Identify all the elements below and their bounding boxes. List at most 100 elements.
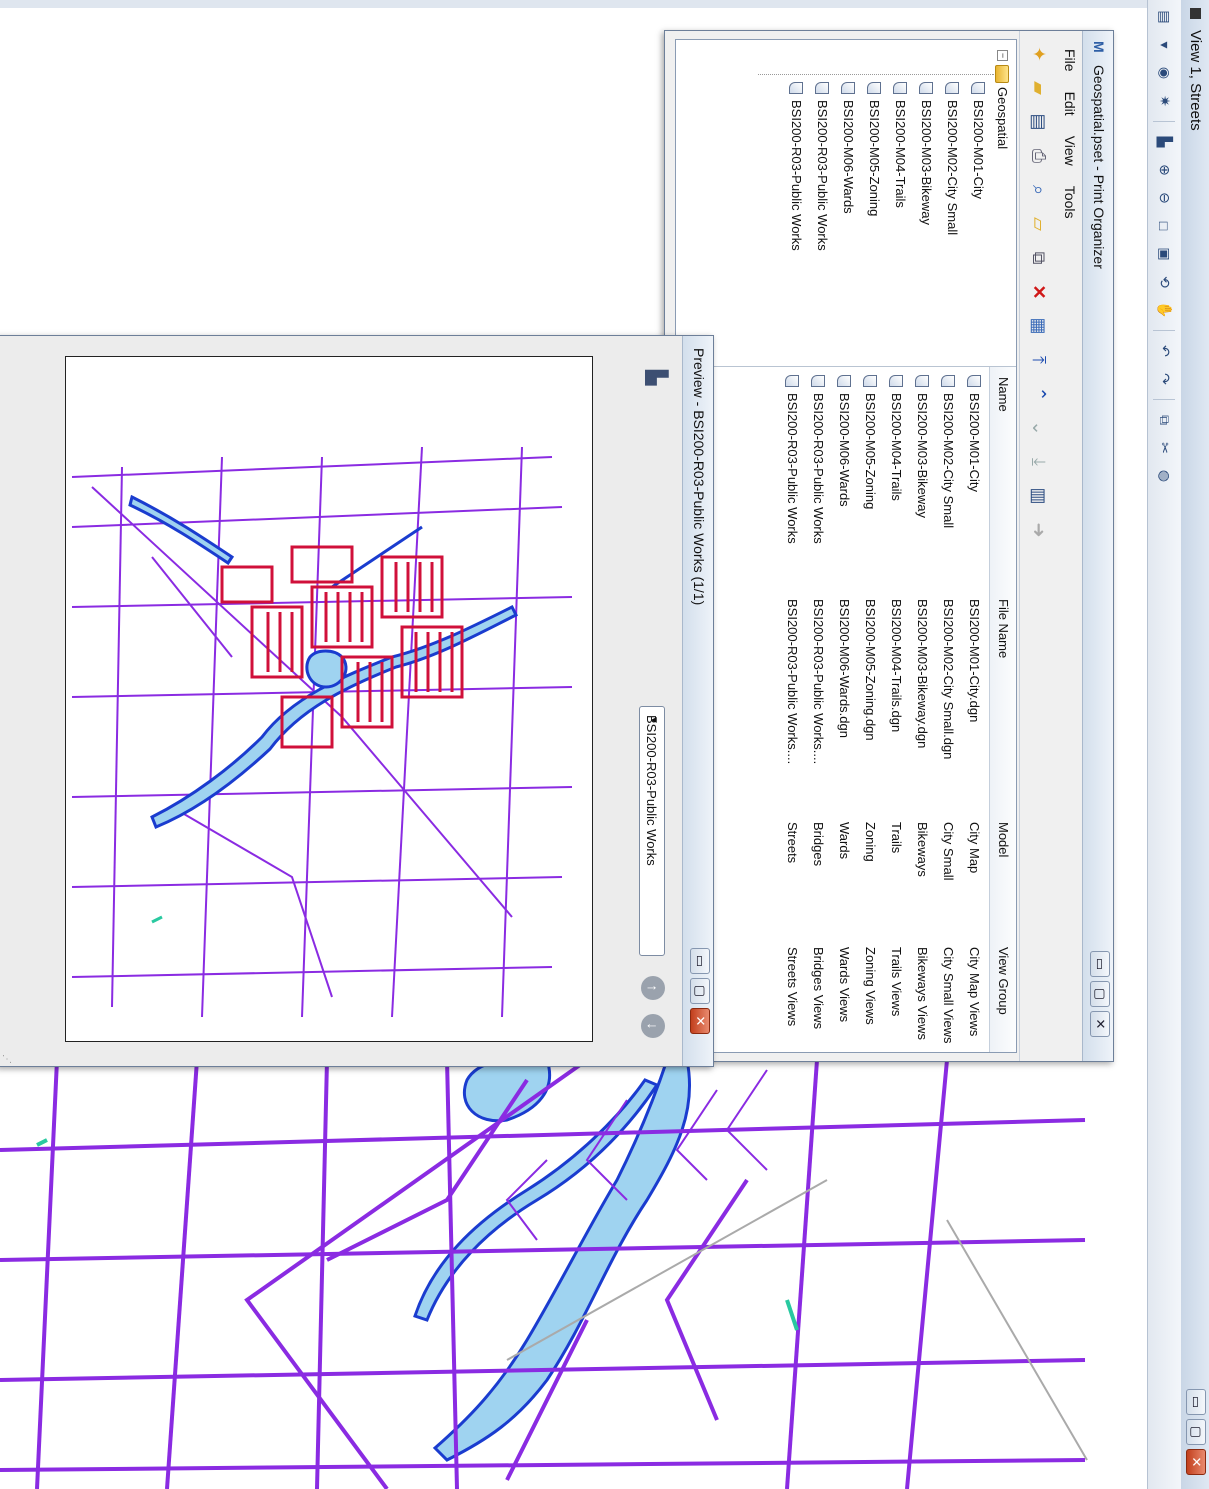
export-icon[interactable]: ➜ — [1029, 522, 1049, 538]
copy-view-icon[interactable]: ⧉ — [1157, 415, 1173, 425]
rotate-view-icon[interactable]: ⟲ — [1157, 276, 1173, 288]
move-down-icon[interactable]: ⌄ — [1029, 420, 1049, 436]
table-row[interactable]: BSI200-M04-Trails BSI200-M04-Trails.dgn … — [884, 367, 908, 1052]
pan-view-icon[interactable]: ✋ — [1157, 301, 1173, 319]
tree-item-label: BSI200-R03-Public Works — [789, 100, 804, 251]
tree-item-label: BSI200-M01-City — [971, 100, 986, 199]
menu-view[interactable]: View — [1062, 135, 1078, 166]
view-groups-icon[interactable]: ▤ — [1157, 10, 1173, 24]
view-title-bar[interactable]: View 1, Streets ▭ ▢ ✕ — [1180, 0, 1209, 1489]
open-folder-icon[interactable]: ▰ — [1029, 81, 1049, 95]
update-view-icon[interactable]: ✷ — [1157, 95, 1173, 107]
tree-item[interactable]: BSI200-M02-City Small — [945, 82, 960, 235]
show-details-icon[interactable]: ▥ — [1029, 487, 1049, 505]
col-header-file-name[interactable]: File Name — [996, 599, 1011, 659]
map-canvas[interactable] — [0, 0, 1147, 1489]
cell-view-group: Wards Views — [837, 947, 852, 1023]
list-header: Name File Name Model View Group — [989, 367, 1016, 1052]
collapse-icon[interactable]: − — [997, 50, 1008, 61]
display-style-icon[interactable]: ◉ — [1157, 66, 1173, 80]
previous-sheet-icon[interactable]: ↑ — [641, 976, 665, 1000]
road — [664, 1178, 749, 1421]
menu-edit[interactable]: Edit — [1062, 91, 1078, 116]
fit-view-icon[interactable]: ▣ — [1157, 247, 1173, 261]
tree-item[interactable]: BSI200-M01-City — [971, 82, 986, 199]
street — [725, 1069, 768, 1171]
zoom-in-icon[interactable]: ⊕ — [1157, 164, 1173, 176]
tree-item[interactable]: BSI200-M04-Trails — [893, 82, 908, 208]
menu-tools[interactable]: Tools — [1062, 185, 1078, 219]
table-row[interactable]: BSI200-M01-City BSI200-M01-City.dgn City… — [962, 367, 986, 1052]
properties-icon[interactable]: ▦ — [1029, 317, 1049, 335]
view-minimize-button[interactable]: ▭ — [1186, 1389, 1206, 1415]
col-header-model[interactable]: Model — [996, 822, 1011, 858]
table-row[interactable]: BSI200-R03-Public Works BSI200-R03-Publi… — [780, 367, 804, 1052]
table-row[interactable]: BSI200-M03-Bikeway BSI200-M03-Bikeway.dg… — [910, 367, 934, 1052]
move-bottom-icon[interactable]: ⤓ — [1029, 458, 1049, 466]
save-icon[interactable]: ▤ — [1029, 113, 1049, 131]
table-row[interactable]: BSI200-R03-Public Works BSI200-R03-Publi… — [806, 367, 830, 1052]
tree-item[interactable]: BSI200-R03-Public Works — [815, 82, 830, 251]
next-sheet-icon[interactable]: ↓ — [641, 1014, 665, 1038]
tree-item[interactable]: BSI200-M05-Zoning — [867, 82, 882, 216]
preview-water — [128, 494, 519, 829]
sheet-select[interactable]: BSI200-R03-Public Works ▼ — [639, 706, 665, 956]
preview-map — [71, 446, 573, 1018]
sheet-icon — [841, 82, 856, 94]
print-organizer-app-icon: M — [1091, 41, 1107, 53]
preview-title-bar[interactable]: Preview - BSI200-R03-Public Works (1/1) … — [682, 336, 713, 1066]
print-icon[interactable]: ▙ — [645, 370, 667, 386]
parcel-block — [380, 555, 444, 619]
road — [501, 446, 523, 1018]
print-organizer-toolbar: ✦ ▰ ▤ ⎙ ⌕ ▱ ⧉ ✕ ▦ ⤒ ⌃ ⌄ ⤓ ▥ ➜ — [1019, 31, 1057, 1061]
resize-grip-icon[interactable]: ⋰ — [1, 1054, 12, 1064]
preview-icon[interactable]: ⌕ — [1029, 184, 1049, 196]
print-icon[interactable]: ▙ — [1157, 136, 1173, 148]
window-area-icon[interactable]: □ — [1156, 221, 1173, 231]
add-folder-icon[interactable]: ▱ — [1029, 217, 1049, 231]
delete-icon[interactable]: ✕ — [1029, 284, 1049, 300]
new-print-set-icon[interactable]: ✦ — [1029, 46, 1049, 62]
clip-volume-icon[interactable]: ✂ — [1157, 442, 1173, 454]
preview-minimize-button[interactable]: ▭ — [690, 948, 710, 974]
menu-file[interactable]: File — [1062, 49, 1078, 72]
camera-icon[interactable]: ◍ — [1157, 469, 1173, 483]
utility-lines — [506, 1179, 1088, 1461]
view-maximize-button[interactable]: ▢ — [1186, 1419, 1206, 1445]
po-close-button[interactable]: ✕ — [1090, 1011, 1110, 1037]
print-icon[interactable]: ⎙ — [1029, 148, 1049, 164]
tree-item[interactable]: BSI200-R03-Public Works — [789, 82, 804, 251]
view-close-button[interactable]: ✕ — [1186, 1449, 1206, 1475]
add-files-icon[interactable]: ⧉ — [1029, 251, 1049, 265]
sheet-icon — [893, 82, 908, 94]
tree-item[interactable]: BSI200-M06-Wards — [841, 82, 856, 214]
print-organizer-title-bar[interactable]: M Geospatial.pset - Print Organizer ▭ ▢ … — [1082, 31, 1113, 1061]
move-top-icon[interactable]: ⤒ — [1029, 356, 1049, 364]
view-previous-icon[interactable]: ↶ — [1157, 345, 1173, 357]
move-up-icon[interactable]: ⌃ — [1029, 386, 1049, 402]
parcel-block — [250, 605, 304, 679]
preview-sheet[interactable] — [65, 356, 593, 1042]
po-maximize-button[interactable]: ▢ — [1090, 981, 1110, 1007]
zoom-out-icon[interactable]: ⊖ — [1157, 192, 1173, 204]
tree-root[interactable]: − Geospatial — [995, 50, 1010, 149]
view-next-icon[interactable]: ↷ — [1157, 373, 1173, 385]
road — [71, 876, 563, 888]
table-row[interactable]: BSI200-M06-Wards BSI200-M06-Wards.dgn Wa… — [832, 367, 856, 1052]
po-minimize-button[interactable]: ▭ — [1090, 951, 1110, 977]
lake-polygon — [305, 649, 348, 689]
table-row[interactable]: BSI200-M02-City Small BSI200-M02-City Sm… — [936, 367, 960, 1052]
col-header-view-group[interactable]: View Group — [996, 947, 1011, 1015]
view-attributes-icon[interactable]: ▾ — [1157, 41, 1173, 49]
cell-name: BSI200-M06-Wards — [837, 393, 852, 507]
sheet-icon — [941, 375, 955, 387]
tree-item[interactable]: BSI200-M03-Bikeway — [919, 82, 934, 225]
table-row[interactable]: BSI200-M05-Zoning BSI200-M05-Zoning.dgn … — [858, 367, 882, 1052]
cell-file: BSI200-M02-City Small.dgn — [941, 599, 956, 760]
col-header-name[interactable]: Name — [996, 377, 1011, 412]
cell-view-group: City Small Views — [941, 947, 956, 1044]
road — [0, 1458, 1086, 1472]
preview-maximize-button[interactable]: ▢ — [690, 978, 710, 1004]
preview-close-button[interactable]: ✕ — [690, 1008, 710, 1034]
